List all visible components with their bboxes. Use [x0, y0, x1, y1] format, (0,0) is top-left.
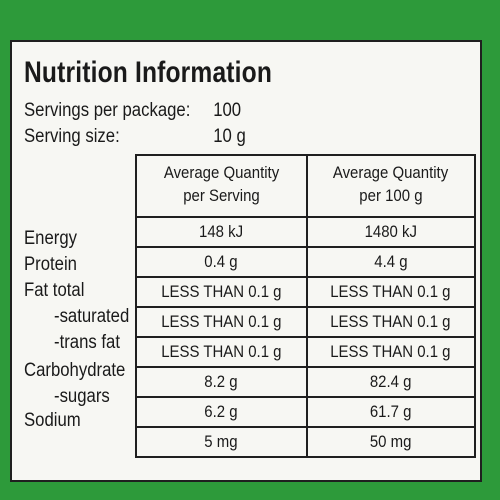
nutrient-label: -sugars: [54, 386, 110, 407]
cell-per-100g: 61.7 g: [369, 402, 412, 421]
servings-value: 100: [213, 100, 242, 121]
nutrient-label: Fat total: [24, 280, 85, 301]
nutrient-label: Energy: [24, 228, 77, 249]
table-row: LESS THAN 0.1 g LESS THAN 0.1 g: [137, 278, 474, 308]
table-row: 5 mg 50 mg: [137, 428, 474, 458]
cell-per-serving: LESS THAN 0.1 g: [161, 282, 282, 301]
serving-size-value: 10 g: [213, 126, 246, 147]
nutrition-table: Average Quantity per Serving Average Qua…: [135, 154, 476, 458]
cell-per-serving: LESS THAN 0.1 g: [161, 312, 282, 331]
nutrient-label: -trans fat: [54, 332, 120, 353]
table-header: Average Quantity per Serving Average Qua…: [137, 156, 474, 218]
table-row: LESS THAN 0.1 g LESS THAN 0.1 g: [137, 308, 474, 338]
table-row: 6.2 g 61.7 g: [137, 398, 474, 428]
cell-per-100g: LESS THAN 0.1 g: [330, 342, 451, 361]
cell-per-100g: 1480 kJ: [364, 222, 417, 241]
page-title: Nutrition Information: [24, 56, 273, 89]
cell-per-serving: 148 kJ: [199, 222, 244, 241]
cell-per-serving: LESS THAN 0.1 g: [161, 342, 282, 361]
table-row: LESS THAN 0.1 g LESS THAN 0.1 g: [137, 338, 474, 368]
cell-per-100g: 50 mg: [369, 432, 412, 451]
serving-size-row: Serving size: 10 g: [24, 126, 246, 148]
servings-label: Servings per package:: [24, 100, 191, 121]
cell-per-serving: 8.2 g: [204, 372, 238, 391]
cell-per-100g: LESS THAN 0.1 g: [330, 282, 451, 301]
nutrient-label: Protein: [24, 254, 77, 275]
cell-per-serving: 6.2 g: [204, 402, 238, 421]
servings-row: Servings per package: 100: [24, 100, 241, 122]
cell-per-100g: 82.4 g: [369, 372, 412, 391]
serving-size-label: Serving size:: [24, 126, 120, 147]
column-header-per-serving: Average Quantity per Serving: [163, 163, 279, 205]
cell-per-100g: 4.4 g: [374, 252, 408, 271]
cell-per-serving: 5 mg: [204, 432, 238, 451]
table-row: 8.2 g 82.4 g: [137, 368, 474, 398]
column-header-per-100g: Average Quantity per 100 g: [305, 156, 475, 216]
nutrient-label: Carbohydrate: [24, 360, 126, 381]
nutrient-label: -saturated: [54, 306, 130, 327]
table-row: 0.4 g 4.4 g: [137, 248, 474, 278]
cell-per-100g: LESS THAN 0.1 g: [330, 312, 451, 331]
table-row: 148 kJ 1480 kJ: [137, 218, 474, 248]
nutrient-label: Sodium: [24, 410, 81, 431]
cell-per-serving: 0.4 g: [204, 252, 238, 271]
nutrition-panel: Nutrition Information Servings per packa…: [10, 40, 482, 482]
